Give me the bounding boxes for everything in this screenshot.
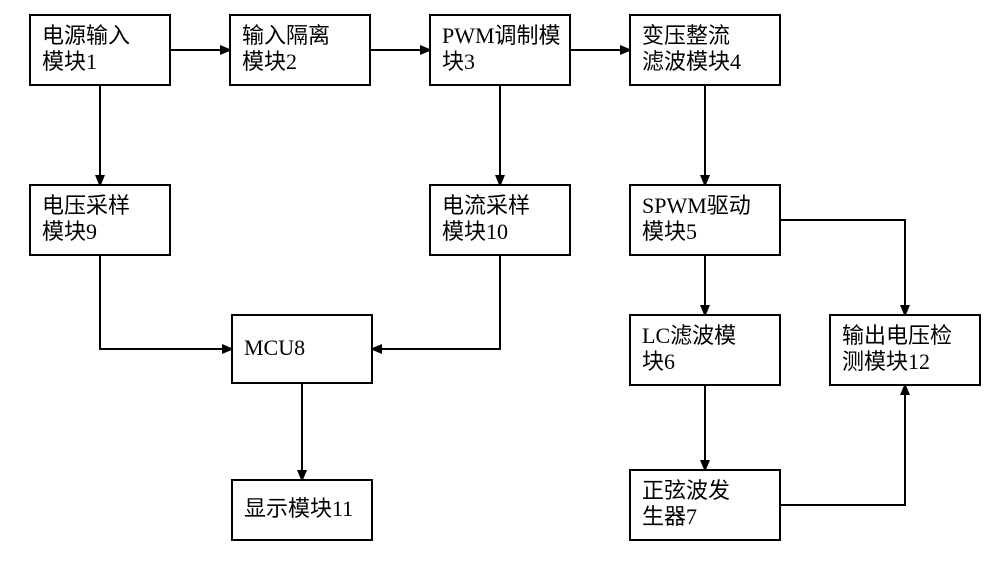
node-label-n3-line0: PWM调制模	[442, 23, 561, 48]
node-n7: 正弦波发生器7	[630, 470, 780, 540]
node-label-n10-line0: 电流采样	[442, 193, 530, 218]
node-label-n4-line0: 变压整流	[642, 23, 730, 48]
node-label-n5-line1: 模块5	[642, 219, 697, 244]
node-n6: LC滤波模块6	[630, 315, 780, 385]
node-label-n2-line0: 输入隔离	[242, 23, 330, 48]
node-label-n9-line1: 模块9	[42, 219, 97, 244]
node-label-n12-line1: 测模块12	[842, 349, 930, 374]
node-label-n6-line1: 块6	[642, 349, 675, 374]
node-label-n4-line1: 滤波模块4	[642, 49, 741, 74]
node-label-n7-line1: 生器7	[642, 504, 697, 529]
node-n12: 输出电压检测模块12	[830, 315, 980, 385]
node-label-n6-line0: LC滤波模	[642, 323, 736, 348]
node-label-n8-line0: MCU8	[244, 335, 305, 360]
edge-n9-n8	[100, 255, 232, 349]
node-label-n1-line0: 电源输入	[42, 23, 130, 48]
flowchart-canvas: 电源输入模块1 输入隔离模块2 PWM调制模块3 变压整流滤波模块4 电压采样模块9 电流…	[0, 0, 1000, 585]
node-label-n11-line0: 显示模块11	[244, 496, 353, 521]
node-label-n7-line0: 正弦波发	[642, 478, 730, 503]
node-label-n3-line1: 块3	[442, 49, 475, 74]
node-n9: 电压采样模块9	[30, 185, 170, 255]
node-n8: MCU8	[232, 315, 372, 383]
node-n10: 电流采样模块10	[430, 185, 570, 255]
node-n1: 电源输入模块1	[30, 15, 170, 85]
node-n4: 变压整流滤波模块4	[630, 15, 780, 85]
node-label-n10-line1: 模块10	[442, 219, 508, 244]
node-n11: 显示模块11	[232, 480, 372, 540]
edges-layer	[100, 50, 905, 505]
node-label-n2-line1: 模块2	[242, 49, 297, 74]
edge-n7-n12	[780, 385, 905, 505]
node-label-n9-line0: 电压采样	[42, 193, 130, 218]
node-label-n12-line0: 输出电压检	[842, 323, 952, 348]
node-n3: PWM调制模块3	[430, 15, 570, 85]
edge-n10-n8	[372, 255, 500, 349]
edge-n5-n12	[780, 220, 905, 315]
node-n5: SPWM驱动模块5	[630, 185, 780, 255]
nodes-layer: 电源输入模块1 输入隔离模块2 PWM调制模块3 变压整流滤波模块4 电压采样模块9 电流…	[30, 15, 980, 540]
node-label-n1-line1: 模块1	[42, 49, 97, 74]
node-label-n5-line0: SPWM驱动	[642, 193, 751, 218]
node-n2: 输入隔离模块2	[230, 15, 370, 85]
